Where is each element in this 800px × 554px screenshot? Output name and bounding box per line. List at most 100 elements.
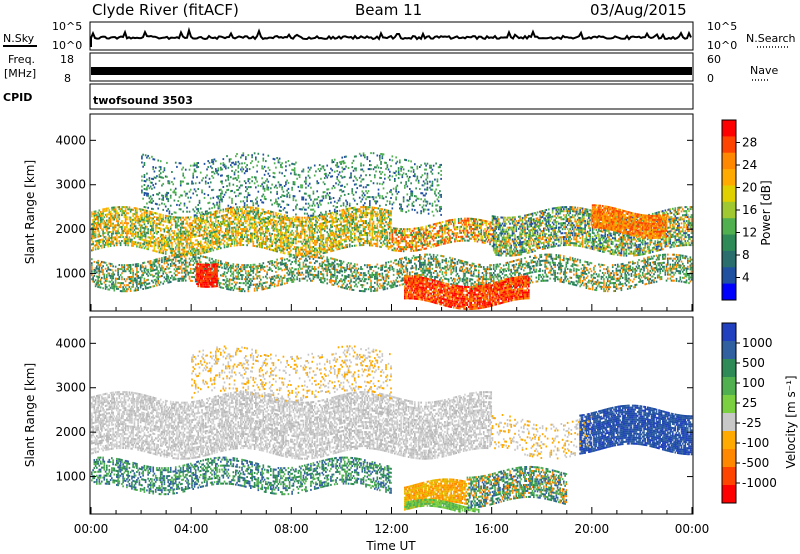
range-gate-cell	[112, 223, 114, 225]
range-gate-cell	[310, 252, 312, 254]
range-gate-cell	[353, 215, 355, 217]
range-gate-cell	[579, 245, 581, 247]
range-gate-cell	[348, 210, 350, 212]
range-gate-cell	[226, 220, 228, 222]
range-gate-cell	[131, 221, 133, 223]
range-gate-cell	[293, 242, 295, 244]
range-gate-cell	[612, 241, 614, 243]
range-gate-cell	[397, 234, 399, 236]
range-gate-cell	[187, 251, 189, 253]
range-gate-cell	[510, 249, 512, 251]
range-gate-cell	[147, 232, 149, 234]
range-gate-cell	[589, 233, 591, 235]
range-gate-cell	[425, 248, 427, 250]
range-gate-cell	[548, 246, 550, 248]
range-gate-cell	[169, 246, 171, 248]
range-gate-cell	[367, 238, 369, 240]
range-gate-cell	[592, 236, 594, 238]
range-gate-cell	[218, 248, 220, 250]
range-gate-cell	[354, 235, 356, 237]
range-gate-cell	[129, 236, 131, 238]
range-gate-cell	[508, 233, 510, 235]
range-gate-cell	[230, 237, 232, 239]
range-gate-cell	[504, 233, 506, 235]
range-gate-cell	[380, 242, 382, 244]
range-gate-cell	[399, 230, 401, 232]
range-gate-cell	[102, 238, 104, 240]
range-gate-cell	[224, 222, 226, 224]
range-gate-cell	[568, 214, 570, 216]
range-gate-cell	[285, 223, 287, 225]
range-gate-cell	[134, 237, 136, 239]
range-gate-cell	[412, 242, 414, 244]
range-gate-cell	[298, 249, 300, 251]
range-gate-cell	[474, 220, 476, 222]
range-gate-cell	[136, 210, 138, 212]
range-gate-cell	[544, 247, 546, 249]
range-gate-cell	[235, 222, 237, 224]
range-gate-cell	[190, 240, 192, 242]
range-gate-cell	[510, 247, 512, 249]
range-gate-cell	[345, 212, 347, 214]
range-gate-cell	[299, 219, 301, 221]
range-gate-cell	[404, 230, 406, 232]
range-gate-cell	[316, 221, 318, 223]
range-gate-cell	[345, 234, 347, 236]
range-gate-cell	[567, 212, 569, 214]
range-gate-cell	[598, 234, 600, 236]
range-gate-cell	[335, 229, 337, 231]
range-gate-cell	[582, 208, 584, 210]
range-gate-cell	[159, 245, 161, 247]
range-gate-cell	[390, 223, 392, 225]
range-gate-cell	[558, 239, 560, 241]
range-gate-cell	[191, 244, 193, 246]
range-gate-cell	[498, 234, 500, 236]
range-gate-cell	[509, 237, 511, 239]
range-gate-cell	[284, 242, 286, 244]
range-gate-cell	[478, 239, 480, 241]
range-gate-cell	[157, 237, 159, 239]
range-gate-cell	[373, 221, 375, 223]
range-gate-cell	[428, 245, 430, 247]
nave-label: Nave	[750, 64, 778, 77]
range-gate-cell	[563, 210, 565, 212]
range-gate-cell	[504, 221, 506, 223]
range-gate-cell	[608, 230, 610, 232]
range-gate-cell	[308, 225, 310, 227]
range-gate-cell	[435, 225, 437, 227]
range-gate-cell	[309, 244, 311, 246]
range-gate-cell	[360, 218, 362, 220]
range-gate-cell	[195, 252, 197, 254]
range-gate-cell	[254, 225, 256, 227]
range-gate-cell	[234, 209, 236, 211]
range-gate-cell	[527, 222, 529, 224]
range-gate-cell	[372, 233, 374, 235]
range-gate-cell	[110, 221, 112, 223]
range-gate-cell	[474, 222, 476, 224]
range-gate-cell	[224, 244, 226, 246]
range-gate-cell	[111, 213, 113, 215]
range-gate-cell	[502, 241, 504, 243]
range-gate-cell	[459, 230, 461, 232]
range-gate-cell	[107, 241, 109, 243]
range-gate-cell	[137, 216, 139, 218]
range-gate-cell	[368, 228, 370, 230]
range-gate-cell	[548, 244, 550, 246]
range-gate-cell	[120, 244, 122, 246]
range-gate-cell	[430, 232, 432, 234]
range-gate-cell	[162, 234, 164, 236]
range-gate-cell	[440, 223, 442, 225]
range-gate-cell	[359, 242, 361, 244]
range-gate-cell	[364, 228, 366, 230]
range-gate-cell	[135, 233, 137, 235]
range-gate-cell	[261, 228, 263, 230]
range-gate-cell	[260, 238, 262, 240]
range-gate-cell	[569, 218, 571, 220]
range-gate-cell	[546, 233, 548, 235]
range-gate-cell	[115, 236, 117, 238]
range-gate-cell	[235, 234, 237, 236]
range-gate-cell	[623, 235, 625, 237]
range-gate-cell	[387, 236, 389, 238]
range-gate-cell	[390, 227, 392, 229]
range-gate-cell	[588, 225, 590, 227]
